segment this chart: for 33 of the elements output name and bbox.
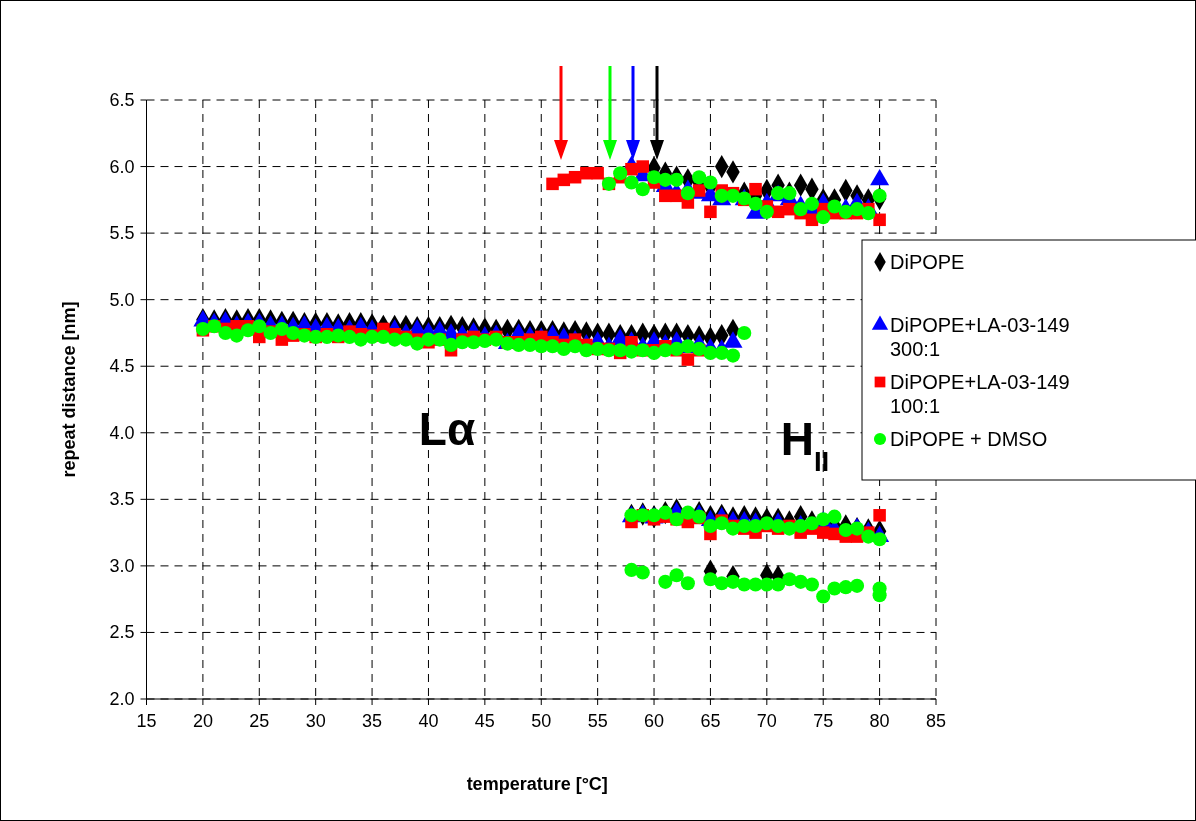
x-tick-label: 50 xyxy=(531,711,552,731)
x-tick-label: 40 xyxy=(418,711,439,731)
y-tick-label: 5.0 xyxy=(109,289,135,310)
legend-label: DiPOPE+LA-03-149 100:1 xyxy=(890,371,1070,417)
y-axis-title: repeat distance [nm] xyxy=(59,301,79,478)
y-tick-label: 4.5 xyxy=(109,356,135,377)
x-tick-label: 85 xyxy=(925,711,947,731)
x-tick-label: 25 xyxy=(249,711,270,731)
y-tick-label: 6.5 xyxy=(109,90,135,110)
y-tick-label: 2.0 xyxy=(109,689,135,709)
x-tick-label: 20 xyxy=(192,711,213,731)
y-tick-label: 6.0 xyxy=(109,156,135,177)
annotation: Lα xyxy=(418,403,476,455)
y-tick-label: 3.0 xyxy=(109,555,135,576)
x-tick-label: 65 xyxy=(700,711,721,731)
x-tick-label: 60 xyxy=(644,711,665,731)
legend-label: DiPOPE + DMSO xyxy=(890,428,1048,450)
x-tick-label: 35 xyxy=(362,711,383,731)
y-tick-label: 2.5 xyxy=(109,622,135,643)
legend-label: DiPOPE+LA-03-149 300:1 xyxy=(890,314,1070,360)
y-tick-label: 4.0 xyxy=(109,422,135,443)
x-tick-label: 15 xyxy=(136,711,157,731)
x-axis-title: temperature [°C] xyxy=(466,774,608,794)
x-tick-label: 30 xyxy=(305,711,326,731)
y-tick-label: 3.5 xyxy=(109,489,135,510)
x-tick-label: 80 xyxy=(869,711,890,731)
legend-label: DiPOPE xyxy=(890,251,965,273)
x-tick-label: 70 xyxy=(756,711,777,731)
annotation: H$_{II}$ xyxy=(780,413,830,477)
x-tick-label: 75 xyxy=(813,711,834,731)
x-tick-label: 45 xyxy=(474,711,495,731)
y-tick-label: 5.5 xyxy=(109,223,135,244)
x-tick-label: 55 xyxy=(587,711,608,731)
